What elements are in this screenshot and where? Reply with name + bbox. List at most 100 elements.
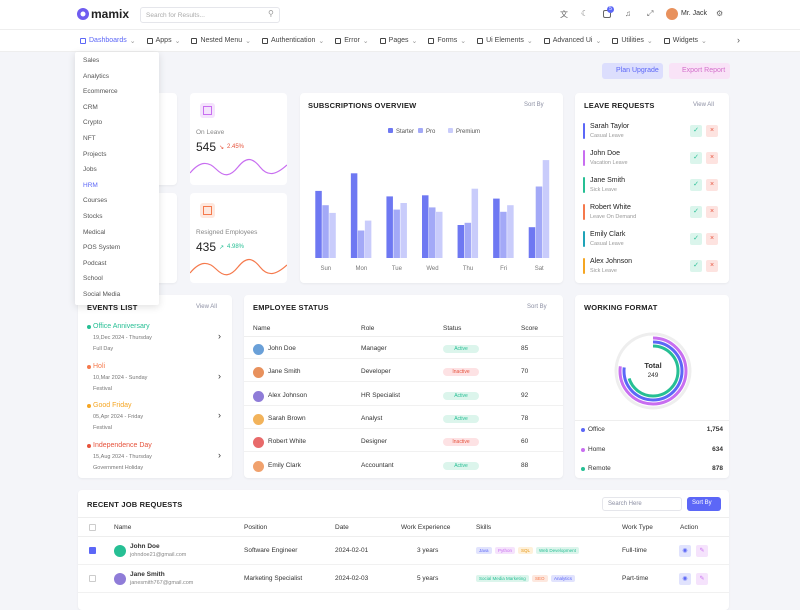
stat-card: On Leave 545 ↘ 2.45% — [190, 93, 287, 185]
search-box[interactable]: Search Here — [602, 497, 682, 511]
approve-button[interactable]: ✓ — [690, 152, 702, 164]
nav-icon — [477, 37, 484, 44]
edit-button[interactable]: ✎ — [696, 545, 708, 557]
checkbox[interactable] — [89, 575, 96, 582]
dropdown-item[interactable]: CRM — [83, 103, 98, 111]
avatar — [114, 573, 126, 585]
nav-item[interactable]: Dashboards ⌄ — [80, 37, 136, 45]
view-all[interactable]: View All — [693, 102, 714, 108]
reject-button[interactable]: × — [706, 179, 718, 191]
working-format-card: WORKING FORMAT Total 249 Office 1,754 Home… — [575, 295, 729, 478]
approve-button[interactable]: ✓ — [690, 179, 702, 191]
nav-item[interactable]: Nested Menu ⌄ — [191, 37, 251, 45]
logo[interactable]: mamix — [91, 7, 130, 21]
event-date: 19,Dec 2024 - Thursday — [93, 335, 152, 341]
event-type: Full Day — [93, 346, 114, 352]
nav-item[interactable]: Error ⌄ — [335, 37, 369, 45]
nav-next[interactable]: › — [737, 35, 740, 45]
employee-role: Developer — [361, 368, 391, 376]
event-dot — [87, 404, 91, 408]
dropdown-item[interactable]: Jobs — [83, 166, 97, 174]
total-label: Total — [644, 361, 662, 370]
approve-button[interactable]: ✓ — [690, 233, 702, 245]
dropdown-item[interactable]: HRM — [83, 181, 98, 189]
event-date: 05,Apr 2024 - Friday — [93, 414, 144, 420]
dropdown-item[interactable]: Podcast — [83, 259, 107, 267]
dropdown-item[interactable]: Ecommerce — [83, 88, 118, 96]
nav-item[interactable]: Pages ⌄ — [379, 37, 417, 45]
nav-item[interactable]: Utilities ⌄ — [612, 37, 653, 45]
notification-icon[interactable]: ♫ — [625, 9, 631, 18]
nav-item[interactable]: Apps ⌄ — [146, 37, 180, 45]
card-title: LEAVE REQUESTS — [584, 101, 655, 110]
avatar — [253, 413, 264, 425]
legend-value: 634 — [712, 445, 723, 453]
dropdown-item[interactable]: NFT — [83, 135, 96, 142]
nav-item[interactable]: Widgets ⌄ — [663, 37, 707, 45]
checkbox[interactable] — [89, 524, 96, 531]
nav-item[interactable]: Ui Elements ⌄ — [477, 37, 533, 45]
dropdown-item[interactable]: Social Media — [83, 291, 121, 298]
view-all[interactable]: View All — [196, 304, 217, 310]
export-report-button[interactable]: Export Report — [669, 63, 730, 79]
column-header: Score — [521, 325, 538, 332]
view-button[interactable]: ◉ — [679, 573, 691, 585]
employee-score: 60 — [521, 438, 529, 446]
bar — [507, 205, 514, 258]
applicant-email: janesmith767@gmail.com — [130, 580, 194, 586]
language-icon[interactable]: 文 — [560, 10, 568, 19]
card-title: EVENTS LIST — [87, 303, 138, 312]
checkbox[interactable] — [89, 547, 96, 554]
dropdown-item[interactable]: Projects — [83, 150, 107, 158]
dropdown-item[interactable]: Courses — [83, 197, 108, 205]
user-name[interactable]: Mr. Jack — [681, 10, 708, 17]
theme-icon[interactable]: ☾ — [581, 9, 589, 18]
reject-button[interactable]: × — [706, 260, 718, 272]
leave-name: Alex Johnson — [590, 258, 633, 265]
sort-button[interactable]: Sort By — [524, 102, 544, 108]
nav-item[interactable]: Authentication ⌄ — [261, 37, 324, 45]
dropdown-item[interactable]: School — [83, 275, 103, 283]
dropdown-item[interactable]: Sales — [83, 57, 100, 64]
edit-button[interactable]: ✎ — [696, 573, 708, 585]
column-header: Role — [361, 325, 375, 332]
nav-item[interactable]: Forms ⌄ — [428, 37, 466, 45]
event-chevron[interactable]: › — [218, 449, 221, 460]
dropdown-item[interactable]: Medical — [83, 228, 106, 236]
x-tick-label: Sat — [535, 266, 544, 272]
search-icon[interactable]: ⚲ — [268, 9, 274, 18]
column-header: Skills — [476, 524, 492, 531]
nav-item[interactable]: Advanced Ui ⌄ — [543, 37, 601, 45]
reject-button[interactable]: × — [706, 206, 718, 218]
sort-button[interactable]: Sort By — [527, 304, 547, 310]
nav-chevron: ⌄ — [526, 37, 533, 45]
employee-name: Sarah Brown — [268, 414, 306, 422]
employee-role: Manager — [361, 345, 387, 352]
sort-button[interactable]: Sort By — [687, 497, 721, 511]
search-box[interactable]: Search for Results... — [140, 7, 280, 23]
view-button[interactable]: ◉ — [679, 545, 691, 557]
dropdown-item[interactable]: Crypto — [83, 119, 103, 127]
dropdown-item[interactable]: POS System — [83, 244, 121, 252]
approve-button[interactable]: ✓ — [690, 206, 702, 218]
approve-button[interactable]: ✓ — [690, 125, 702, 137]
avatar[interactable] — [666, 8, 678, 20]
dropdown-item[interactable]: Stocks — [83, 213, 103, 220]
reject-button[interactable]: × — [706, 125, 718, 137]
settings-icon[interactable]: ⚙ — [716, 9, 724, 18]
reject-button[interactable]: × — [706, 233, 718, 245]
subscriptions-card: SUBSCRIPTIONS OVERVIEW Sort By Starter Pr… — [300, 93, 563, 283]
approve-button[interactable]: ✓ — [690, 260, 702, 272]
stat-change: 2.45% — [227, 144, 245, 150]
event-chevron[interactable]: › — [218, 331, 221, 341]
event-chevron[interactable]: › — [218, 410, 221, 420]
plan-upgrade-button[interactable]: Plan Upgrade — [602, 63, 663, 79]
dropdown-item[interactable]: Analytics — [83, 72, 110, 80]
fullscreen-icon[interactable]: ⤢ — [647, 9, 654, 18]
nav-chevron: ⌄ — [362, 37, 369, 45]
employee-role: Analyst — [361, 414, 383, 422]
experience: 3 years — [417, 547, 439, 554]
reject-button[interactable]: × — [706, 152, 718, 164]
avatar — [253, 344, 264, 355]
event-chevron[interactable]: › — [218, 370, 221, 381]
